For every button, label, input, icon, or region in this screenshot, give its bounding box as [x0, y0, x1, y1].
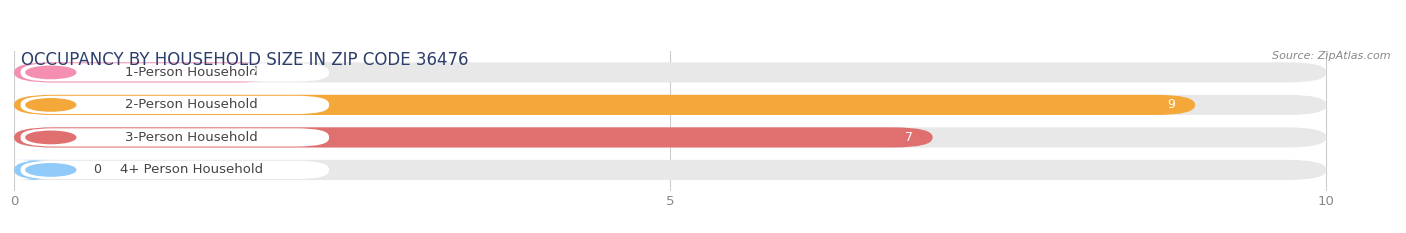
FancyBboxPatch shape [21, 63, 329, 82]
Text: 4+ Person Household: 4+ Person Household [120, 163, 263, 176]
Text: 7: 7 [905, 131, 912, 144]
Text: 2-Person Household: 2-Person Household [125, 98, 257, 111]
FancyBboxPatch shape [14, 62, 1326, 82]
FancyBboxPatch shape [21, 161, 329, 179]
Circle shape [25, 99, 76, 111]
Text: 1-Person Household: 1-Person Household [125, 66, 257, 79]
FancyBboxPatch shape [14, 160, 53, 180]
FancyBboxPatch shape [14, 95, 1195, 115]
Text: 3-Person Household: 3-Person Household [125, 131, 257, 144]
FancyBboxPatch shape [14, 127, 932, 147]
FancyBboxPatch shape [21, 128, 329, 147]
Text: OCCUPANCY BY HOUSEHOLD SIZE IN ZIP CODE 36476: OCCUPANCY BY HOUSEHOLD SIZE IN ZIP CODE … [21, 51, 468, 69]
Circle shape [25, 66, 76, 79]
FancyBboxPatch shape [14, 160, 1326, 180]
Text: 2: 2 [249, 66, 257, 79]
FancyBboxPatch shape [14, 127, 1326, 147]
Text: 9: 9 [1167, 98, 1175, 111]
FancyBboxPatch shape [14, 62, 277, 82]
Circle shape [25, 131, 76, 144]
FancyBboxPatch shape [14, 95, 1326, 115]
Text: Source: ZipAtlas.com: Source: ZipAtlas.com [1272, 51, 1391, 61]
Circle shape [25, 164, 76, 176]
Text: 0: 0 [93, 163, 101, 176]
FancyBboxPatch shape [21, 96, 329, 114]
